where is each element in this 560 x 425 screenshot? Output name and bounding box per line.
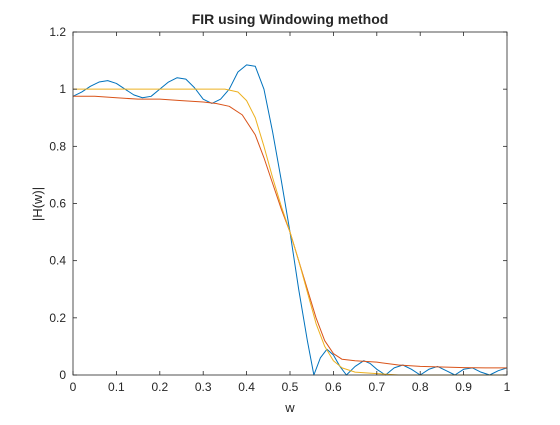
y-axis-label: |H(w)| xyxy=(30,187,45,221)
axes-background xyxy=(73,32,507,375)
x-tick-label: 0.1 xyxy=(108,380,125,394)
chart-title: FIR using Windowing method xyxy=(192,11,389,27)
ticks-layer: 0 0.1 0.2 0.3 0.4 0.5 0.6 0.7 0.8 0.9 1 0 0.2 0.4 0.6 0… xyxy=(49,25,510,394)
x-tick-label: 0.6 xyxy=(325,380,342,394)
axes-box xyxy=(72,31,508,376)
x-tick-label: 0 xyxy=(70,380,77,394)
x-tick-label: 0.7 xyxy=(368,380,385,394)
x-tick-label: 0.8 xyxy=(412,380,429,394)
series-line-1 xyxy=(72,64,508,376)
y-tick-label: 0.6 xyxy=(49,197,66,211)
y-tick-label: 0.8 xyxy=(49,139,66,153)
y-tick-label: 0 xyxy=(59,368,66,382)
y-tick-label: 1.2 xyxy=(49,25,66,39)
y-tick-label: 0.2 xyxy=(49,311,66,325)
x-tick-label: 0.5 xyxy=(282,380,299,394)
x-tick-label: 0.9 xyxy=(455,380,472,394)
x-tick-label: 0.3 xyxy=(195,380,212,394)
x-tick-label: 0.4 xyxy=(238,380,255,394)
x-tick-label: 0.2 xyxy=(151,380,168,394)
x-axis-label: w xyxy=(284,400,295,415)
y-tick-label: 1 xyxy=(59,82,66,96)
y-tick-label: 0.4 xyxy=(49,254,66,268)
x-tick-label: 1 xyxy=(504,380,511,394)
